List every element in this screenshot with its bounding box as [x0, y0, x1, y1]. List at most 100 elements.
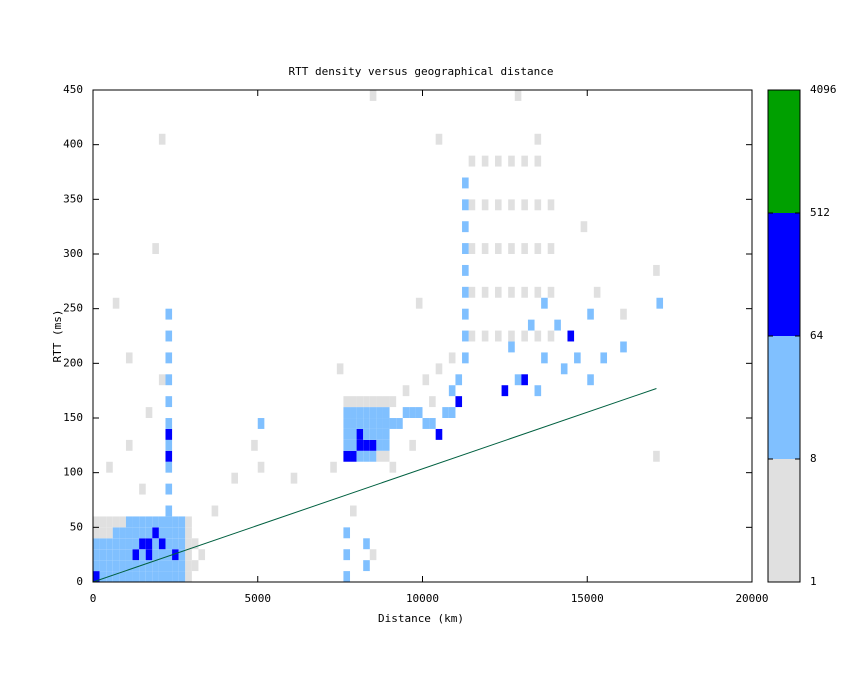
density-cell: [521, 243, 528, 254]
colorbar-segment: [768, 213, 800, 336]
density-cell: [350, 439, 357, 451]
density-cell: [620, 308, 627, 320]
density-cell: [521, 330, 528, 342]
density-cell: [481, 155, 489, 167]
density-cell: [554, 319, 561, 331]
colorbar-label: 4096: [810, 83, 837, 96]
density-cell: [99, 527, 107, 539]
x-tick-label: 10000: [406, 592, 439, 605]
density-cell: [350, 418, 357, 429]
density-cell: [158, 527, 166, 539]
density-cell: [145, 549, 153, 561]
density-cell: [125, 352, 133, 364]
density-cell: [158, 538, 166, 550]
density-cell: [547, 199, 555, 211]
density-cell: [462, 286, 469, 298]
density-cell: [93, 527, 100, 539]
density-cell: [580, 221, 588, 233]
density-cell: [508, 155, 515, 167]
colorbar-segment: [768, 90, 800, 213]
density-cell: [165, 549, 173, 561]
density-cell: [99, 516, 107, 528]
density-cell: [534, 133, 542, 145]
density-cell: [574, 352, 581, 364]
density-cell: [145, 571, 153, 582]
colorbar-label: 64: [810, 329, 824, 342]
density-cell: [514, 90, 522, 101]
density-cell: [152, 527, 159, 539]
colorbar-segment: [768, 336, 800, 459]
density-cell: [541, 297, 548, 309]
density-cell: [165, 374, 173, 386]
density-cell: [363, 407, 370, 418]
y-tick-label: 350: [63, 192, 83, 205]
density-cell: [139, 538, 146, 550]
density-cell: [415, 297, 423, 309]
density-cell: [481, 243, 489, 254]
density-cell: [435, 363, 443, 375]
density-cell: [99, 549, 107, 561]
density-cell: [145, 560, 153, 572]
density-cell: [462, 264, 469, 276]
x-tick-label: 20000: [735, 592, 768, 605]
density-cell: [587, 374, 594, 386]
x-tick-label: 0: [90, 592, 97, 605]
density-cell: [508, 286, 515, 298]
density-cell: [534, 155, 542, 167]
density-cell: [330, 461, 337, 473]
density-cell: [125, 549, 133, 561]
density-cell: [172, 516, 179, 528]
y-tick-label: 400: [63, 138, 83, 151]
density-cell: [534, 385, 542, 397]
density-cell: [547, 286, 555, 298]
density-cell: [369, 418, 377, 429]
density-cell: [468, 199, 476, 211]
density-cell: [132, 538, 140, 550]
density-cell: [508, 330, 515, 342]
density-cell: [442, 407, 449, 418]
density-cell: [494, 199, 502, 211]
density-cell: [178, 549, 186, 561]
density-cell: [158, 133, 166, 145]
density-cell: [462, 199, 469, 211]
density-cell: [356, 418, 364, 429]
colorbar-segment: [768, 459, 800, 582]
density-cell: [356, 407, 364, 418]
density-cell: [409, 439, 416, 451]
density-cell: [547, 243, 555, 254]
density-cell: [468, 286, 476, 298]
density-cell: [593, 286, 601, 298]
chart-title: RTT density versus geographical distance: [289, 65, 554, 78]
density-cell: [152, 243, 159, 254]
density-cell: [396, 418, 403, 429]
density-cell: [139, 571, 146, 582]
density-cell: [158, 549, 166, 561]
density-cell: [198, 549, 206, 561]
density-cell: [382, 428, 390, 440]
density-cell: [178, 516, 186, 528]
density-cell: [106, 461, 113, 473]
density-cell: [112, 571, 120, 582]
density-cell: [125, 538, 133, 550]
density-cell: [382, 407, 390, 418]
density-cell: [527, 319, 535, 331]
density-cell: [369, 439, 377, 451]
density-cell: [494, 286, 502, 298]
density-cell: [429, 396, 436, 408]
density-cell: [462, 177, 469, 189]
density-cell: [145, 407, 153, 418]
density-cell: [468, 155, 476, 167]
density-cell: [139, 483, 146, 495]
density-cell: [363, 396, 370, 408]
density-cell: [185, 516, 192, 528]
density-cell: [521, 374, 528, 386]
density-cell: [119, 560, 126, 572]
density-cell: [172, 527, 179, 539]
density-cell: [99, 560, 107, 572]
density-cell: [382, 450, 390, 462]
density-cell: [567, 330, 575, 342]
density-cell: [211, 505, 219, 517]
density-cell: [119, 538, 126, 550]
density-cell: [343, 428, 351, 440]
density-cell: [514, 374, 522, 386]
